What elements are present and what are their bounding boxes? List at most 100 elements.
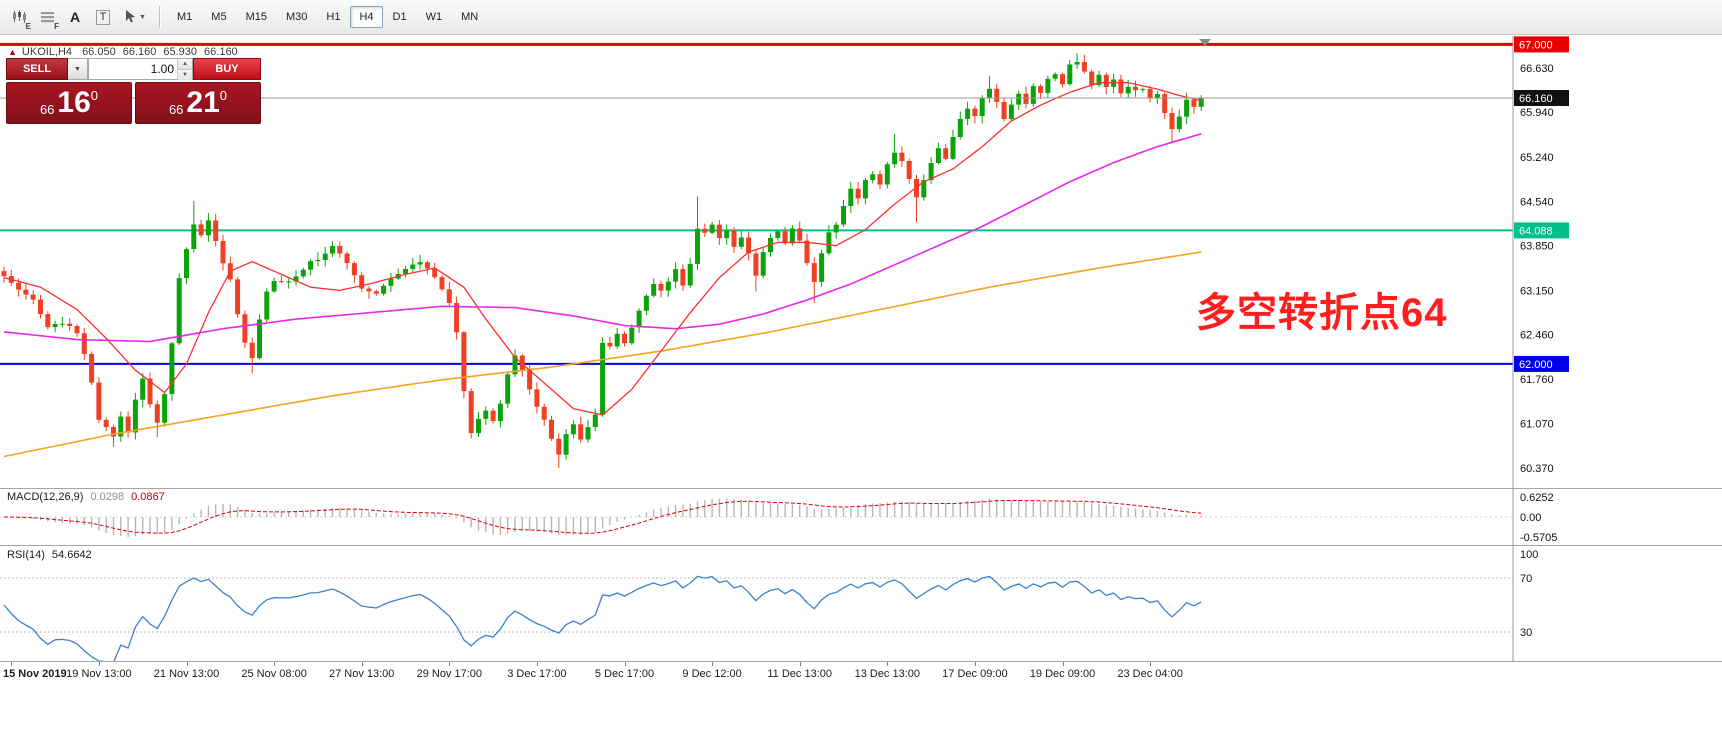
grid-rows-icon — [40, 11, 54, 22]
rsi-label: RSI(14) 54.6642 — [7, 549, 92, 561]
time-label: 5 Dec 17:00 — [594, 668, 655, 680]
symbol-info: ▲ UKOIL,H4 66.050 66.160 65.930 66.160 — [8, 46, 245, 58]
volume-increment-button[interactable]: ▲ — [178, 59, 192, 70]
toolbar-separator — [159, 6, 160, 28]
time-label: 19 Dec 09:00 — [1029, 668, 1096, 680]
time-label: 23 Dec 04:00 — [1117, 668, 1183, 680]
buy-big-figure: 66 — [168, 102, 184, 117]
time-label: 29 Nov 17:00 — [416, 668, 483, 680]
buy-price-panel[interactable]: 66 21 0 — [135, 82, 261, 124]
tf-button-m1[interactable]: M1 — [177, 11, 193, 23]
rsi-value: 54.6642 — [51, 549, 92, 561]
macd-signal-value: 0.0867 — [131, 491, 165, 503]
main-toolbar: E F A T ▼ M — [0, 0, 1722, 35]
tool-badge-f: F — [54, 22, 59, 31]
svg-text:60.370: 60.370 — [1520, 463, 1554, 475]
time-label: 15 Nov 2019 — [3, 668, 67, 680]
font-icon: A — [69, 9, 81, 25]
cursor-icon — [126, 10, 136, 23]
text-label-icon: T — [95, 9, 111, 25]
chevron-down-icon: ▼ — [74, 65, 81, 73]
volume-input[interactable] — [89, 59, 177, 79]
time-tick — [98, 662, 100, 666]
close-price: 66.160 — [204, 46, 238, 58]
chart-window-tool-button[interactable]: E — [5, 3, 33, 31]
time-label: 19 Nov 13:00 — [66, 668, 132, 680]
cursor-tool-button[interactable]: ▼ — [117, 3, 153, 31]
svg-text:66.630: 66.630 — [1520, 63, 1554, 75]
triangle-up-icon: ▲ — [8, 47, 17, 57]
chevron-down-icon: ▼ — [139, 13, 146, 21]
svg-text:0.6252: 0.6252 — [1520, 492, 1554, 504]
svg-text:-0.5705: -0.5705 — [1520, 532, 1557, 544]
svg-text:64.088: 64.088 — [1519, 225, 1553, 237]
time-tick — [974, 662, 976, 666]
svg-text:65.240: 65.240 — [1520, 152, 1554, 164]
symbol-label: UKOIL,H4 — [21, 46, 73, 58]
svg-text:67.000: 67.000 — [1519, 39, 1553, 51]
order-options-dropdown[interactable]: ▼ — [68, 58, 88, 80]
time-tick — [799, 662, 801, 666]
svg-text:64.540: 64.540 — [1520, 197, 1554, 209]
time-label: 17 Dec 09:00 — [942, 668, 1008, 680]
tool-badge-e: E — [25, 22, 31, 31]
macd-main-value: 0.0298 — [90, 491, 125, 503]
tf-button-d1[interactable]: D1 — [392, 11, 407, 23]
tf-button-w1[interactable]: W1 — [425, 11, 443, 23]
one-click-trading-widget: SELL ▼ ▲ ▼ BUY 66 16 0 66 21 0 — [6, 58, 261, 124]
sell-button[interactable]: SELL — [6, 58, 68, 80]
rsi-panel-canvas[interactable]: 100 70 30 — [0, 545, 1722, 661]
svg-text:70: 70 — [1520, 573, 1532, 585]
buy-button[interactable]: BUY — [193, 58, 261, 80]
sell-big-figure: 66 — [39, 102, 55, 117]
tf-button-m30[interactable]: M30 — [285, 11, 308, 23]
tf-button-h4[interactable]: H4 — [350, 6, 383, 28]
svg-text:61.760: 61.760 — [1520, 374, 1554, 386]
svg-text:63.150: 63.150 — [1520, 285, 1554, 297]
time-label: 11 Dec 13:00 — [767, 668, 832, 680]
time-tick — [536, 662, 538, 666]
chart-tools-group: E F A T ▼ — [5, 3, 153, 31]
time-tick — [11, 662, 13, 666]
sell-price-panel[interactable]: 66 16 0 — [6, 82, 132, 124]
tf-button-mn[interactable]: MN — [461, 11, 479, 23]
svg-text:65.940: 65.940 — [1520, 107, 1554, 119]
time-label: 3 Dec 17:00 — [507, 668, 567, 680]
buy-pipette: 0 — [219, 88, 228, 103]
time-axis[interactable]: 15 Nov 2019 19 Nov 13:00 21 Nov 13:00 25 No… — [0, 661, 1722, 752]
volume-spinner: ▲ ▼ — [177, 59, 192, 80]
svg-text:61.070: 61.070 — [1520, 418, 1554, 430]
time-label: 13 Dec 13:00 — [854, 668, 921, 680]
time-tick — [624, 662, 626, 666]
tf-button-m15[interactable]: M15 — [245, 11, 267, 23]
timeframe-buttons: M1 M5 M15 M30 H1 H4 D1 W1 MN — [168, 6, 488, 28]
chart-annotation: 多空转折点64 — [1196, 291, 1448, 335]
svg-text:30: 30 — [1520, 627, 1532, 639]
svg-text:62.000: 62.000 — [1519, 359, 1553, 371]
macd-name: MACD(12,26,9) — [7, 491, 84, 503]
sell-pips: 16 — [57, 86, 91, 119]
time-tick — [887, 662, 889, 666]
tf-button-m5[interactable]: M5 — [211, 11, 227, 23]
macd-label: MACD(12,26,9) 0.0298 0.0867 — [7, 491, 165, 503]
time-tick — [186, 662, 188, 666]
svg-text:100: 100 — [1520, 549, 1538, 561]
volume-input-group: ▲ ▼ — [88, 58, 193, 80]
font-tool-button[interactable]: A — [61, 3, 89, 31]
main-chart-canvas[interactable]: 66.630 65.940 65.240 64.540 63.850 63.150 62.4… — [0, 36, 1722, 488]
buy-pips: 21 — [186, 86, 220, 119]
svg-text:0.00: 0.00 — [1520, 512, 1541, 524]
volume-decrement-button[interactable]: ▼ — [178, 70, 192, 80]
tf-button-h1[interactable]: H1 — [326, 11, 341, 23]
macd-panel-canvas[interactable]: 0.6252 0.00 -0.5705 — [0, 488, 1722, 545]
data-grid-tool-button[interactable]: F — [33, 3, 61, 31]
open-price: 66.050 — [82, 46, 116, 58]
time-label: 25 Nov 08:00 — [241, 668, 307, 680]
time-tick — [1062, 662, 1064, 666]
text-label-tool-button[interactable]: T — [89, 3, 117, 31]
low-price: 65.930 — [163, 46, 198, 58]
svg-text:66.160: 66.160 — [1519, 93, 1553, 105]
time-label: 9 Dec 12:00 — [682, 668, 742, 680]
svg-text:63.850: 63.850 — [1520, 241, 1554, 253]
